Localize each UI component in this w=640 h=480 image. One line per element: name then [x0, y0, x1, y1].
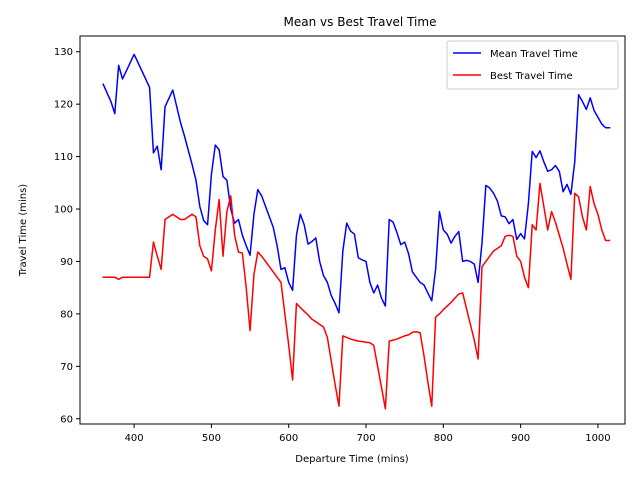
x-axis-label: Departure Time (mins) [295, 454, 409, 465]
x-axis: 400 500 600 700 800 900 1000 [125, 424, 611, 444]
x-tick-label: 700 [356, 433, 375, 444]
y-tick-label: 100 [54, 205, 73, 216]
y-tick-label: 70 [60, 362, 73, 373]
series-line-mean-travel-time [102, 53, 611, 314]
plot-area-frame [79, 35, 626, 425]
y-tick-label: 90 [60, 257, 73, 268]
y-tick-label: 130 [54, 47, 73, 58]
y-tick-label: 120 [54, 100, 73, 111]
x-tick-label: 500 [202, 433, 221, 444]
x-tick-label: 800 [434, 433, 453, 444]
y-tick-label: 80 [60, 309, 73, 320]
series-layer [102, 53, 611, 410]
series-line-best-travel-time [102, 182, 611, 410]
y-axis: 60 70 80 90 100 110 120 130 [54, 47, 80, 425]
chart-title: Mean vs Best Travel Time [284, 15, 437, 29]
y-tick-label: 110 [54, 152, 73, 163]
x-tick-label: 900 [511, 433, 530, 444]
legend-box [446, 40, 619, 90]
x-tick-label: 400 [125, 433, 144, 444]
x-tick-label: 600 [279, 433, 298, 444]
legend-label-mean-travel-time: Mean Travel Time [490, 49, 578, 60]
legend-label-best-travel-time: Best Travel Time [490, 71, 573, 82]
x-tick-label: 1000 [585, 433, 610, 444]
y-axis-label: Travel Time (mins) [18, 184, 29, 278]
y-tick-label: 60 [60, 414, 73, 425]
legend: Mean Travel Time Best Travel Time [446, 40, 619, 90]
